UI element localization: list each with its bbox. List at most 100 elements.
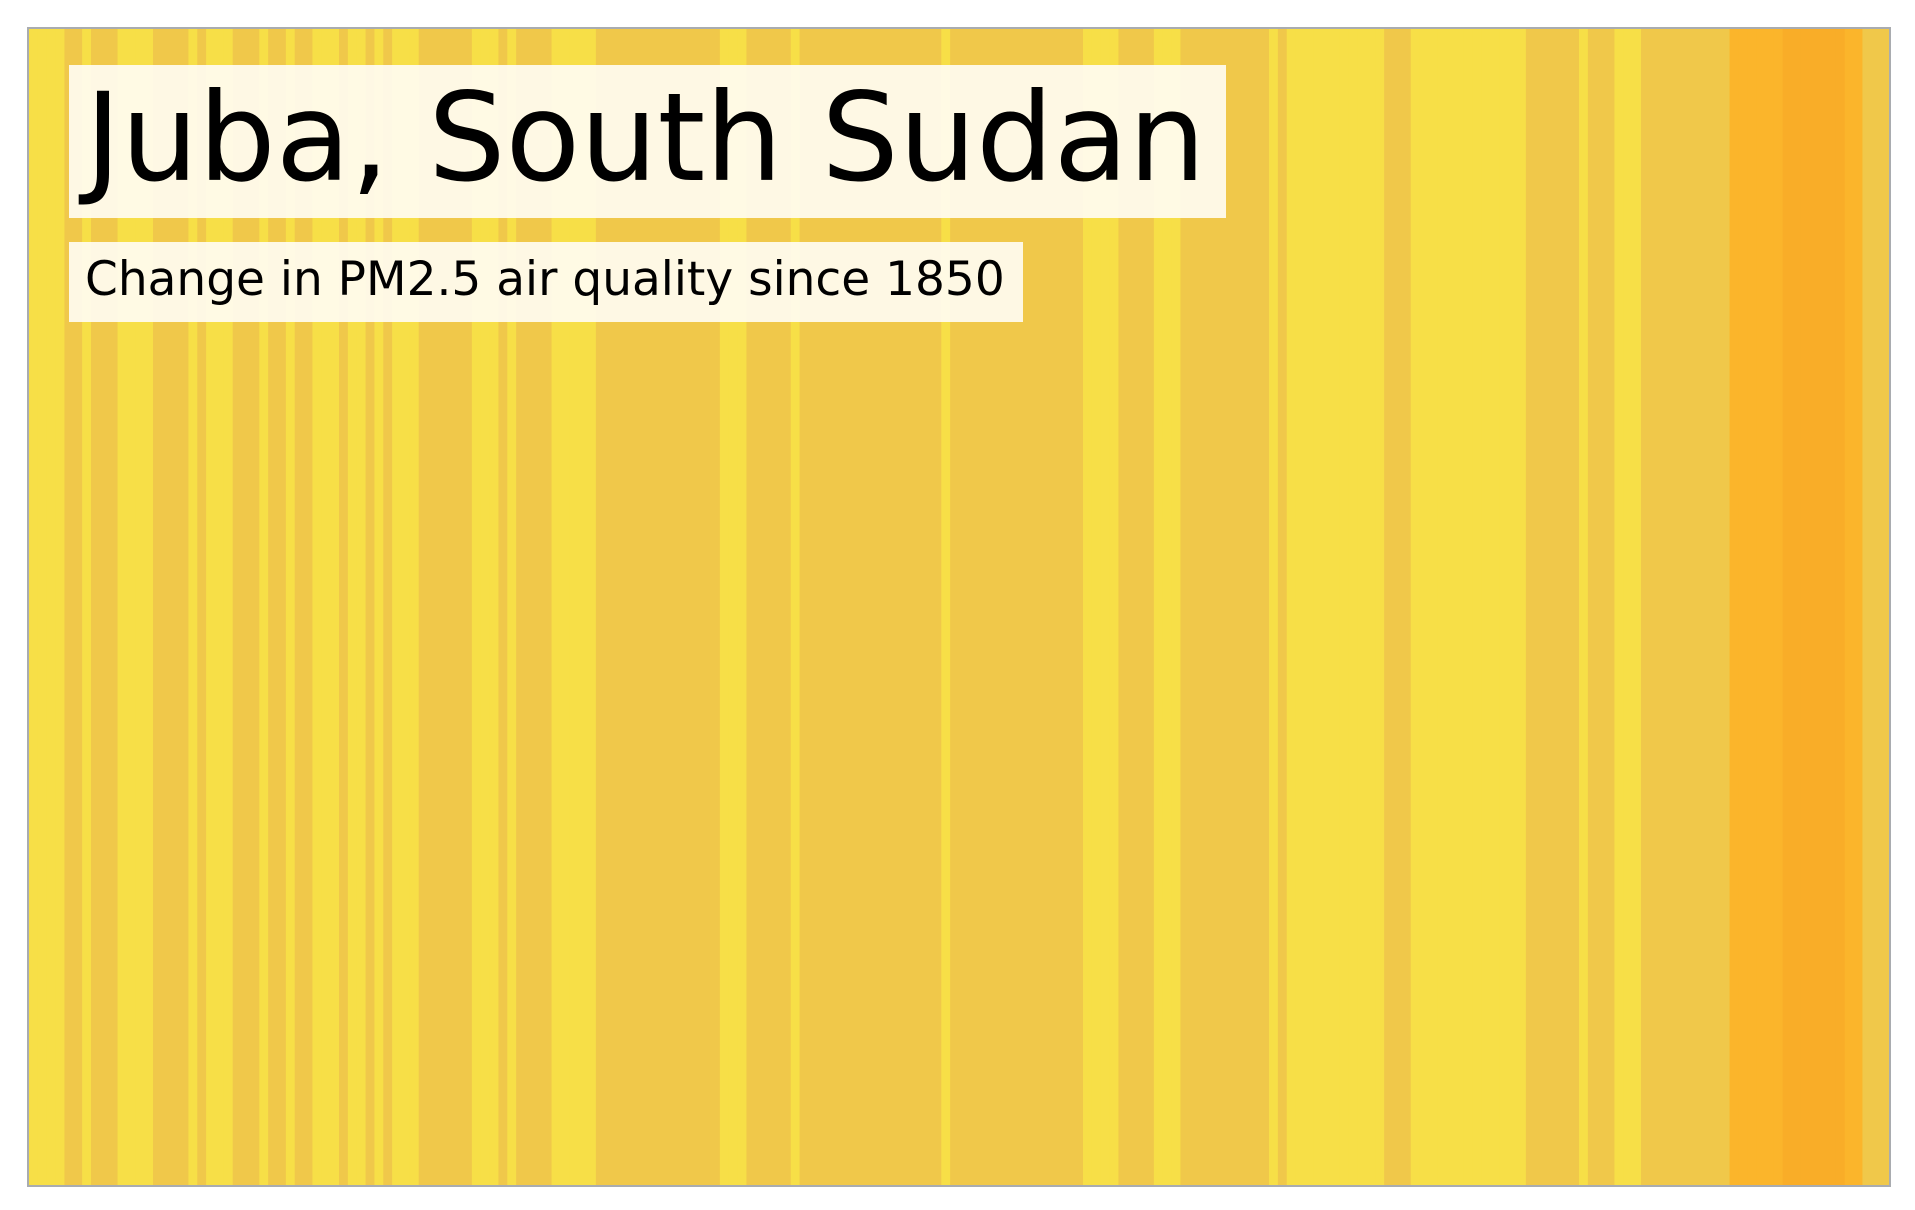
stripe-1928 bbox=[719, 29, 730, 1185]
stripe-2022 bbox=[1552, 29, 1562, 1185]
stripe-2048 bbox=[1782, 29, 1793, 1185]
stripe-1901 bbox=[480, 29, 491, 1185]
stripe-2002 bbox=[1375, 29, 1385, 1185]
stripe-1957 bbox=[976, 29, 987, 1185]
stripe-1966 bbox=[1056, 29, 1066, 1185]
stripe-1932 bbox=[755, 29, 765, 1185]
stripe-1908 bbox=[542, 29, 553, 1185]
stripe-1892 bbox=[401, 29, 411, 1185]
stripe-1915 bbox=[604, 29, 615, 1185]
stripe-1944 bbox=[861, 29, 872, 1185]
stripe-1859 bbox=[108, 29, 119, 1185]
stripe-1988 bbox=[1251, 29, 1261, 1185]
stripe-1884 bbox=[330, 29, 340, 1185]
stripe-1985 bbox=[1224, 29, 1235, 1185]
stripe-1920 bbox=[649, 29, 659, 1185]
stripe-1902 bbox=[489, 29, 500, 1185]
stripe-2038 bbox=[1694, 29, 1704, 1185]
stripe-2017 bbox=[1508, 29, 1518, 1185]
stripe-2044 bbox=[1747, 29, 1757, 1185]
stripe-1852 bbox=[46, 29, 57, 1185]
stripe-1930 bbox=[737, 29, 748, 1185]
stripe-1983 bbox=[1207, 29, 1217, 1185]
stripe-2016 bbox=[1499, 29, 1509, 1185]
stripe-1984 bbox=[1215, 29, 1226, 1185]
stripe-1956 bbox=[967, 29, 978, 1185]
stripe-1907 bbox=[533, 29, 544, 1185]
stripe-1953 bbox=[941, 29, 951, 1185]
stripe-1881 bbox=[303, 29, 314, 1185]
stripe-1906 bbox=[525, 29, 535, 1185]
stripe-1992 bbox=[1286, 29, 1297, 1185]
stripe-2047 bbox=[1773, 29, 1784, 1185]
stripe-1974 bbox=[1127, 29, 1137, 1185]
stripe-2006 bbox=[1410, 29, 1421, 1185]
stripe-2030 bbox=[1623, 29, 1633, 1185]
stripe-1860 bbox=[117, 29, 128, 1185]
stripe-1879 bbox=[285, 29, 296, 1185]
stripe-1877 bbox=[268, 29, 278, 1185]
stripe-2055 bbox=[1844, 29, 1855, 1185]
stripe-1858 bbox=[99, 29, 110, 1185]
stripe-2036 bbox=[1676, 29, 1686, 1185]
warming-stripes-chart: Juba, South Sudan Change in PM2.5 air qu… bbox=[27, 27, 1891, 1187]
stripe-1865 bbox=[161, 29, 172, 1185]
stripe-2001 bbox=[1366, 29, 1376, 1185]
stripe-1971 bbox=[1100, 29, 1111, 1185]
stripe-1880 bbox=[294, 29, 305, 1185]
stripe-2033 bbox=[1649, 29, 1660, 1185]
stripe-1970 bbox=[1091, 29, 1102, 1185]
stripe-1872 bbox=[223, 29, 234, 1185]
stripe-1887 bbox=[356, 29, 367, 1185]
stripe-2026 bbox=[1587, 29, 1598, 1185]
stripe-1975 bbox=[1136, 29, 1146, 1185]
stripe-2015 bbox=[1490, 29, 1500, 1185]
stripe-1946 bbox=[879, 29, 889, 1185]
stripe-1914 bbox=[595, 29, 606, 1185]
stripe-1987 bbox=[1242, 29, 1252, 1185]
stripe-1919 bbox=[640, 29, 650, 1185]
chart-title: Juba, South Sudan bbox=[85, 67, 1206, 209]
stripe-2019 bbox=[1525, 29, 1536, 1185]
stripe-2011 bbox=[1455, 29, 1465, 1185]
stripe-2032 bbox=[1641, 29, 1651, 1185]
stripe-1978 bbox=[1162, 29, 1173, 1185]
stripe-1882 bbox=[312, 29, 322, 1185]
stripe-1986 bbox=[1233, 29, 1244, 1185]
stripe-2039 bbox=[1703, 29, 1713, 1185]
stripes-svg bbox=[29, 29, 1889, 1185]
stripe-1885 bbox=[339, 29, 349, 1185]
stripe-1925 bbox=[693, 29, 703, 1185]
stripe-1960 bbox=[1003, 29, 1013, 1185]
stripe-1945 bbox=[870, 29, 880, 1185]
stripe-1922 bbox=[666, 29, 677, 1185]
stripe-1850 bbox=[29, 29, 39, 1185]
stripe-1870 bbox=[206, 29, 216, 1185]
stripe-1868 bbox=[188, 29, 198, 1185]
stripe-1933 bbox=[764, 29, 774, 1185]
stripe-1965 bbox=[1047, 29, 1058, 1185]
stripe-2027 bbox=[1596, 29, 1607, 1185]
stripe-1912 bbox=[578, 29, 588, 1185]
stripe-1947 bbox=[888, 29, 898, 1185]
stripe-1895 bbox=[427, 29, 438, 1185]
stripe-1891 bbox=[392, 29, 402, 1185]
stripe-1973 bbox=[1118, 29, 1128, 1185]
stripe-1909 bbox=[551, 29, 562, 1185]
stripe-1942 bbox=[843, 29, 854, 1185]
stripe-2046 bbox=[1765, 29, 1775, 1185]
stripe-1994 bbox=[1304, 29, 1314, 1185]
stripe-1904 bbox=[507, 29, 517, 1185]
stripe-2056 bbox=[1853, 29, 1864, 1185]
stripe-1954 bbox=[950, 29, 960, 1185]
stripe-2028 bbox=[1605, 29, 1616, 1185]
stripe-2040 bbox=[1711, 29, 1722, 1185]
stripe-1934 bbox=[773, 29, 783, 1185]
stripe-1857 bbox=[91, 29, 101, 1185]
stripe-2004 bbox=[1393, 29, 1403, 1185]
stripe-1948 bbox=[897, 29, 907, 1185]
stripe-1993 bbox=[1295, 29, 1306, 1185]
stripe-2051 bbox=[1809, 29, 1819, 1185]
stripe-1900 bbox=[471, 29, 482, 1185]
stripe-1980 bbox=[1180, 29, 1190, 1185]
